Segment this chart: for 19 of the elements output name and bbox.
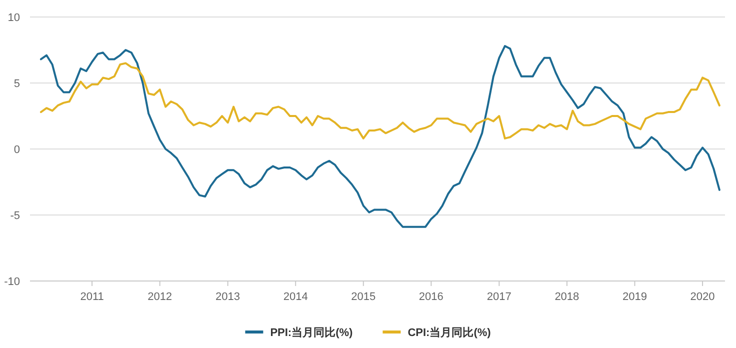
line-series [40,62,720,140]
x-tick-label: 2017 [486,291,512,303]
x-tick-label: 2014 [283,291,308,303]
x-tick-label: 2018 [554,291,580,303]
y-tick-label: 5 [14,78,20,90]
x-tick-label: 2019 [622,291,647,303]
y-tick-label: 0 [14,144,20,156]
y-tick-label: -5 [10,210,20,222]
x-tick-label: 2015 [351,291,376,303]
y-tick-label: 10 [8,12,20,24]
y-tick-label: -10 [4,276,20,288]
x-tick-label: 2016 [418,291,444,303]
x-tick-label: 2011 [80,291,104,303]
x-tick-label: 2013 [216,291,240,303]
legend-label: PPI:当月同比(%) [270,326,354,339]
line-series [40,45,720,228]
x-tick-label: 2020 [690,291,715,303]
x-tick-label: 2012 [148,291,172,303]
legend-label: CPI:当月同比(%) [408,326,492,339]
